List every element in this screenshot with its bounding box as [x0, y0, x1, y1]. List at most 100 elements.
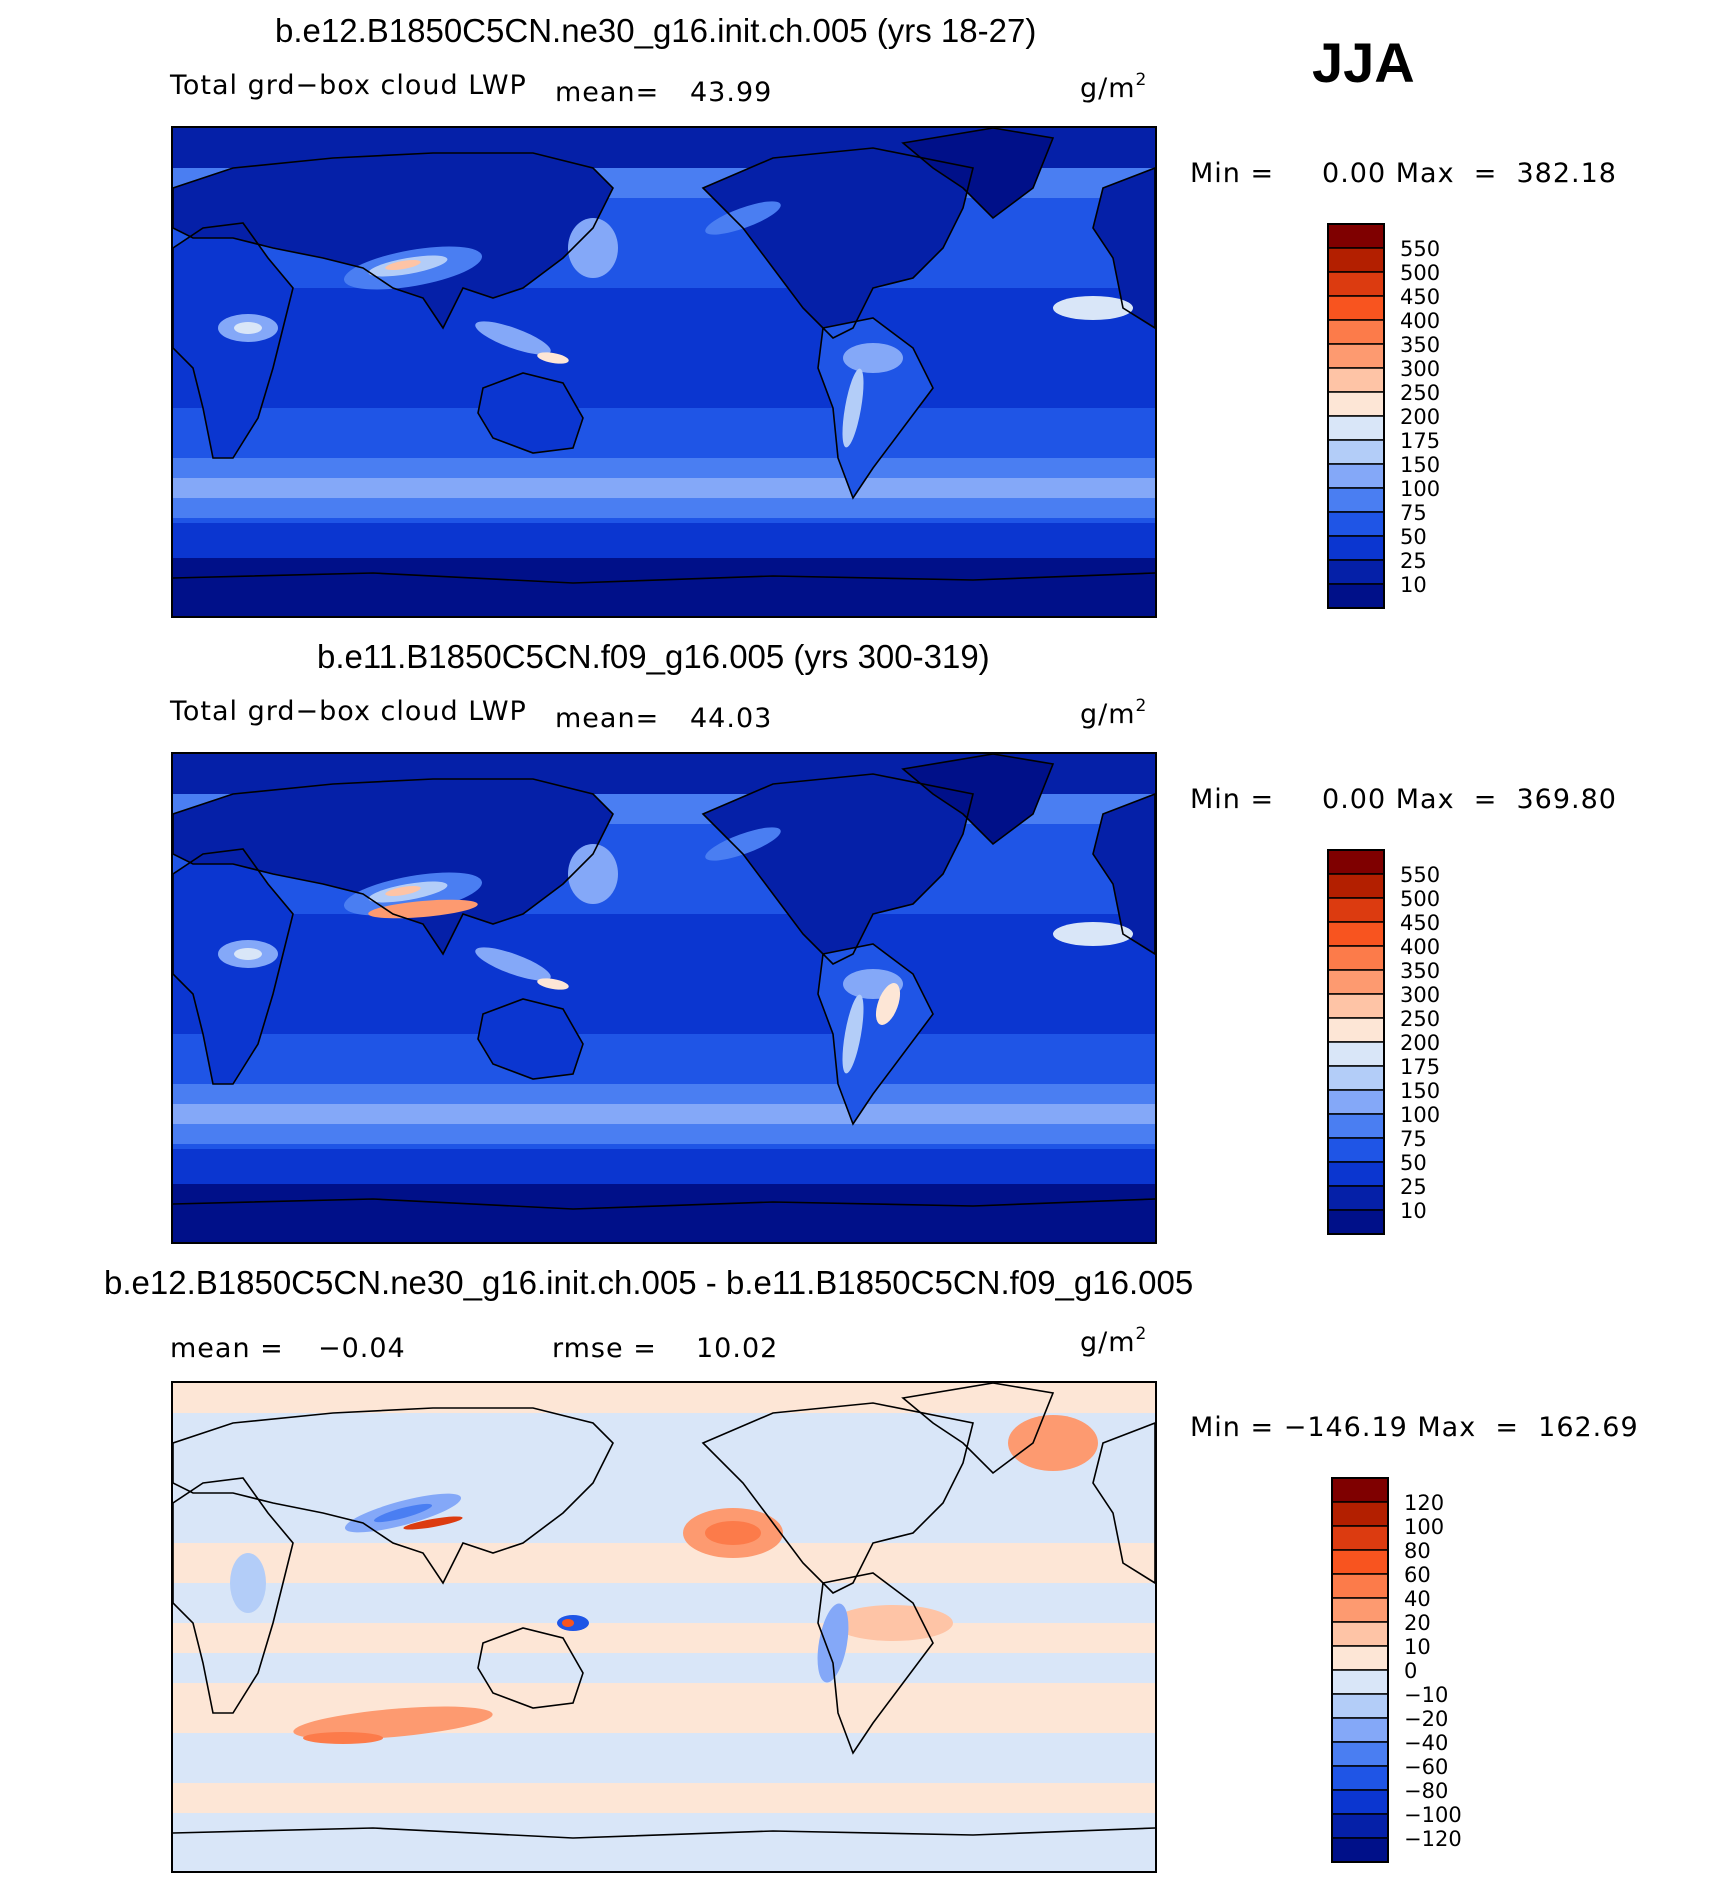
contour-band: [385, 259, 421, 271]
coastline: [817, 943, 934, 1126]
colorbar-tick-label: −60: [1404, 1755, 1448, 1779]
colorbar-tick-label: 10: [1400, 1199, 1427, 1223]
contour-band: [234, 948, 262, 960]
colorbar-tick-label: 100: [1404, 1515, 1444, 1539]
colorbar-tick-label: 100: [1400, 477, 1440, 501]
panel-3-mean-value: −0.04: [318, 1333, 406, 1364]
colorbar-box: [1331, 1549, 1389, 1575]
colorbar-box: [1327, 897, 1385, 923]
colorbar-tick-label: 450: [1400, 911, 1440, 935]
colorbar-tick-label: 400: [1400, 309, 1440, 333]
colorbar-box: [1331, 1645, 1389, 1671]
land-europe: [1093, 168, 1155, 328]
coastline: [173, 572, 1155, 584]
contour-band: [705, 1521, 761, 1545]
land-eurasia: [173, 153, 613, 328]
colorbar-box: [1327, 535, 1385, 561]
colorbar-tick-label: 500: [1400, 887, 1440, 911]
colorbar-box: [1327, 343, 1385, 369]
colorbar-box: [1327, 1137, 1385, 1163]
colorbar-tick-label: 500: [1400, 261, 1440, 285]
colorbar-box: [1327, 1089, 1385, 1115]
colorbar-box: [1327, 1209, 1385, 1235]
land-greenland: [903, 128, 1053, 218]
colorbar-tick-label: 550: [1400, 237, 1440, 261]
panel-3-colorbar: 120 100 80 60 40 20 10 0 −10 −20 −40 −60 −80 −100 −120: [1330, 1476, 1530, 1866]
contour-band: [230, 1553, 266, 1613]
panel-3-mean-label: mean =: [170, 1333, 284, 1364]
colorbar-tick-label: 75: [1400, 501, 1427, 525]
colorbar-tick-label: 100: [1400, 1103, 1440, 1127]
contour-band: [173, 1383, 1155, 1413]
colorbar-tick-label: 150: [1400, 453, 1440, 477]
panel-2-units: g/m2: [1080, 696, 1148, 730]
panel-2-colorbar: 550 500 450 400 350 300 250 200 175 150 100 75 50 25 1…: [1326, 848, 1506, 1238]
colorbar-box: [1331, 1789, 1389, 1815]
colorbar-box: [1331, 1693, 1389, 1719]
colorbar-tick-label: 550: [1400, 863, 1440, 887]
panel-2-minmax: Min = 0.00 Max = 369.80: [1190, 784, 1617, 815]
coastline: [901, 128, 1055, 220]
colorbar-box: [1327, 1017, 1385, 1043]
contour-band: [368, 899, 478, 919]
colorbar-tick-label: 50: [1400, 1151, 1427, 1175]
colorbar-tick-label: 300: [1400, 357, 1440, 381]
contour-band: [373, 1503, 433, 1523]
contour-band: [568, 218, 618, 278]
contour-band: [568, 844, 618, 904]
contour-band: [537, 978, 569, 990]
panel-3-minmax: Min = −146.19 Max = 162.69: [1190, 1412, 1639, 1443]
land-australia: [478, 999, 583, 1079]
coastline: [477, 372, 584, 454]
colorbar-box: [1327, 873, 1385, 899]
land-europe: [1093, 794, 1155, 954]
colorbar-box: [1327, 367, 1385, 393]
panel-2-variable: Total grd−box cloud LWP: [170, 696, 527, 727]
colorbar-tick-label: 400: [1400, 935, 1440, 959]
colorbar-tick-label: 175: [1400, 429, 1440, 453]
coastline: [173, 778, 614, 956]
contour-band: [173, 558, 1155, 616]
contour-band: [173, 523, 1155, 563]
contour-band: [842, 994, 864, 1074]
colorbar-box: [1327, 487, 1385, 513]
contour-band: [843, 343, 903, 373]
coastline: [1092, 167, 1155, 329]
colorbar-box: [1327, 559, 1385, 585]
coastline: [173, 152, 614, 330]
colorbar-box: [1331, 1573, 1389, 1599]
contour-band: [173, 1543, 1155, 1583]
coastline: [173, 222, 294, 459]
coastline: [477, 998, 584, 1080]
colorbar-box: [1327, 1065, 1385, 1091]
coastline: [701, 773, 974, 965]
contour-band: [173, 914, 1155, 1034]
colorbar-tick-label: −100: [1404, 1803, 1462, 1827]
contour-band: [475, 321, 551, 355]
colorbar-box: [1331, 1813, 1389, 1839]
colorbar-tick-label: 25: [1400, 549, 1427, 573]
coastline: [901, 754, 1055, 846]
colorbar-box: [1331, 1717, 1389, 1743]
colorbar-box: [1331, 1525, 1389, 1551]
panel-1-map: [171, 126, 1157, 618]
colorbar-tick-label: 80: [1404, 1539, 1431, 1563]
contour-band: [234, 322, 262, 334]
coastline: [1092, 793, 1155, 955]
colorbar-tick-label: 120: [1404, 1491, 1444, 1515]
colorbar-box: [1327, 295, 1385, 321]
contour-band: [403, 1516, 463, 1530]
colorbar-tick-label: 350: [1400, 959, 1440, 983]
land-greenland: [903, 754, 1053, 844]
contour-band: [1053, 296, 1133, 320]
colorbar-tick-label: −10: [1404, 1683, 1448, 1707]
colorbar-tick-label: 10: [1400, 573, 1427, 597]
colorbar-box: [1327, 223, 1385, 249]
coastline: [173, 1407, 614, 1585]
colorbar-box: [1327, 391, 1385, 417]
colorbar-tick-label: 60: [1404, 1563, 1431, 1587]
colorbar-tick-label: 75: [1400, 1127, 1427, 1151]
coastline: [477, 1627, 584, 1709]
contour-band: [1053, 922, 1133, 946]
colorbar-box: [1331, 1597, 1389, 1623]
